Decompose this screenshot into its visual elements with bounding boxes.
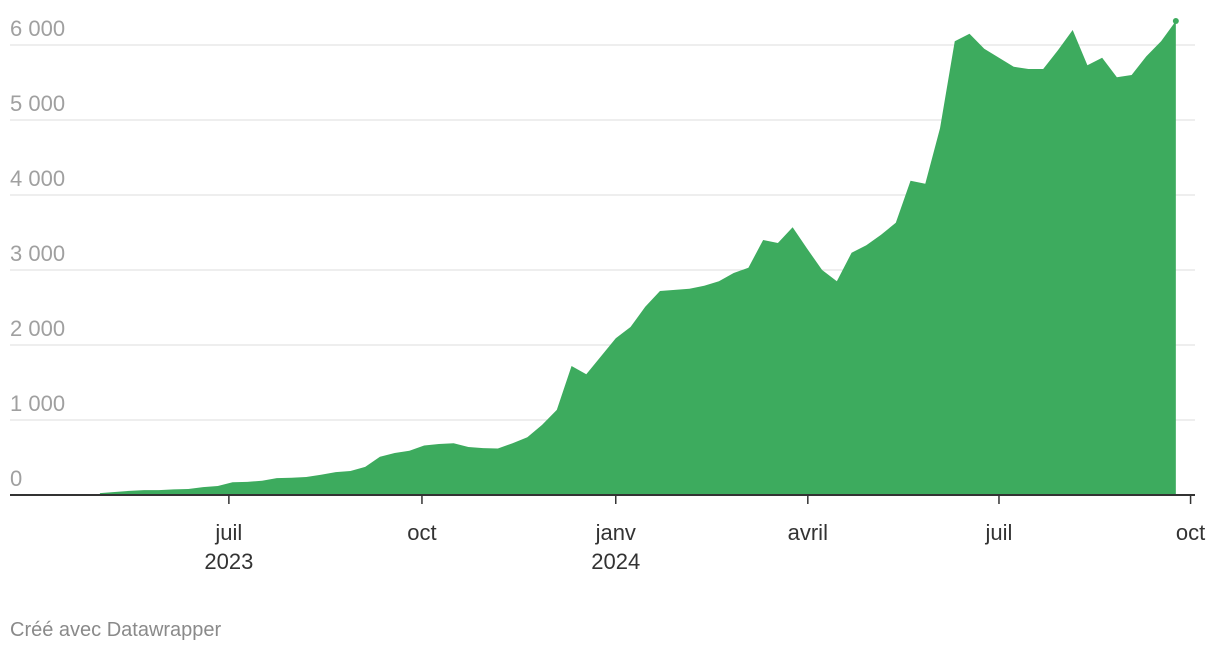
x-tick-label: avril bbox=[788, 520, 828, 545]
y-tick-label: 5 000 bbox=[10, 91, 65, 116]
y-tick-label: 2 000 bbox=[10, 316, 65, 341]
footer: Créé avec Datawrapper bbox=[10, 619, 222, 641]
area bbox=[99, 21, 1176, 495]
y-tick-label: 3 000 bbox=[10, 241, 65, 266]
y-tick-label: 1 000 bbox=[10, 391, 65, 416]
x-tick-label: juil bbox=[214, 520, 242, 545]
x-tick-sublabel: 2023 bbox=[204, 549, 253, 574]
y-tick-label: 4 000 bbox=[10, 166, 65, 191]
x-tick-label: oct bbox=[407, 520, 436, 545]
y-tick-label: 6 000 bbox=[10, 16, 65, 41]
x-tick-label: oct bbox=[1176, 520, 1205, 545]
y-tick-label: 0 bbox=[10, 466, 22, 491]
last-point bbox=[1172, 18, 1179, 24]
x-tick-label: janv bbox=[595, 520, 636, 545]
x-tick-sublabel: 2024 bbox=[591, 549, 640, 574]
x-tick-label: juil bbox=[985, 520, 1013, 545]
